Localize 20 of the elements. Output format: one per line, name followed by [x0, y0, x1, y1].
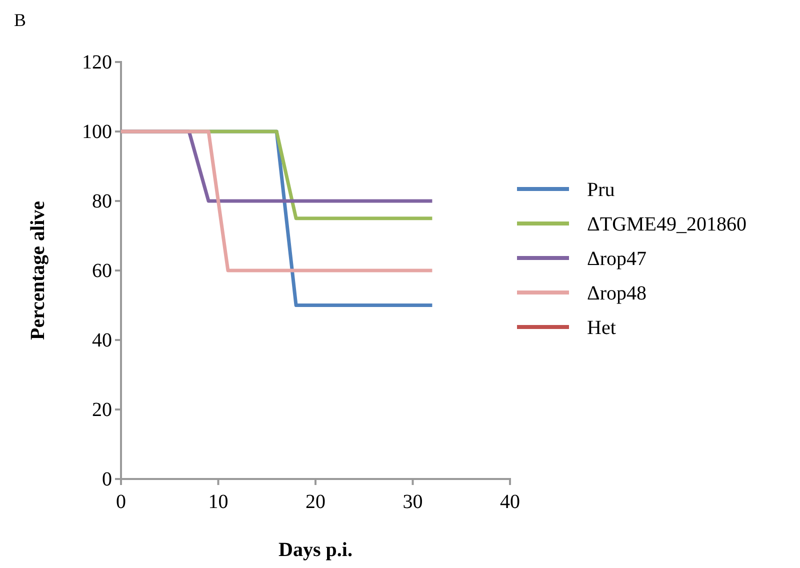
y-tick-label: 120: [82, 51, 112, 74]
y-tick-label: 60: [92, 260, 112, 282]
y-tick-label: 100: [82, 120, 112, 143]
text: B: [14, 10, 26, 30]
x-tick-label: 40: [500, 491, 520, 513]
y-tick-label: 40: [92, 329, 112, 352]
y-tick-label: 20: [92, 398, 112, 421]
legend-label: Δrop48: [587, 282, 647, 304]
legend-label: Pru: [587, 179, 615, 201]
x-tick-label: 30: [402, 491, 423, 513]
y-tick-label: 0: [102, 468, 112, 490]
x-axis-title: Days p.i.: [278, 539, 352, 561]
legend-label: Het: [587, 317, 616, 339]
x-tick-label: 0: [116, 491, 126, 513]
legend-label: ΔTGME49_201860: [587, 214, 747, 236]
y-tick-label: 80: [92, 190, 112, 212]
legend-label: Δrop47: [587, 248, 647, 270]
x-tick-label: 10: [208, 491, 228, 513]
y-axis-title: Percentage alive: [27, 200, 49, 340]
x-tick-label: 20: [306, 491, 326, 513]
